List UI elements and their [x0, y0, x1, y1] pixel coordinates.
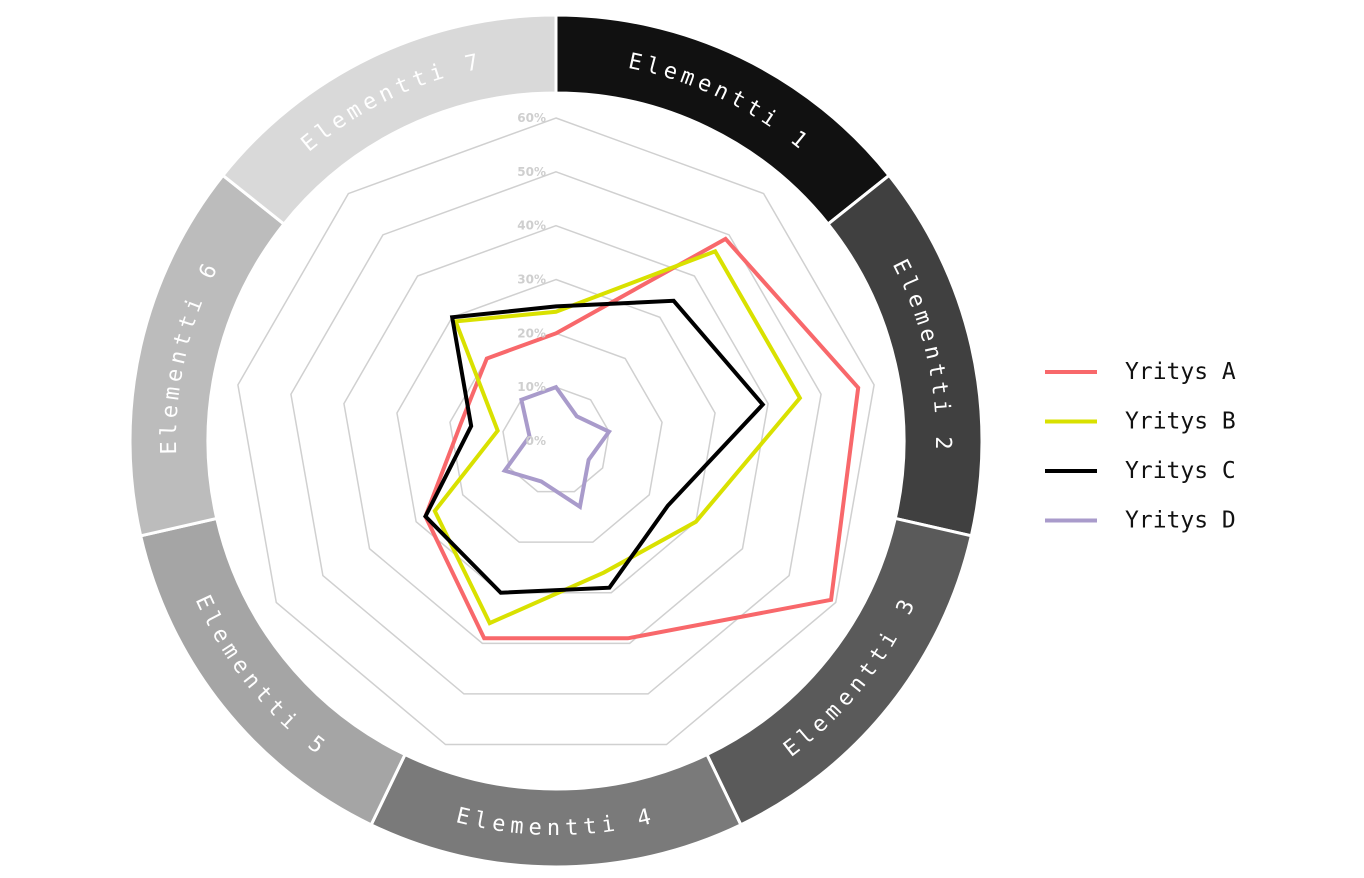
ring-segment	[369, 752, 743, 869]
grid-ring	[396, 278, 716, 594]
grid-ring	[237, 117, 875, 746]
series-line	[432, 248, 803, 626]
legend: Yritys A Yritys B Yritys C Yritys D	[1045, 359, 1236, 534]
tick-label: 20%	[517, 326, 546, 340]
grid-ring	[290, 171, 822, 695]
legend-label: Yritys B	[1125, 409, 1236, 435]
tick-label: 60%	[517, 111, 546, 125]
tick-label: 30%	[517, 273, 546, 287]
tick-label: 50%	[517, 165, 546, 179]
series-lines	[423, 236, 861, 641]
tick-labels: 0% 10% 20% 30% 40% 50% 60%	[517, 111, 546, 448]
tick-label: 10%	[517, 380, 546, 394]
grid-ring	[449, 332, 663, 543]
legend-label: Yritys D	[1125, 508, 1236, 534]
ring-segment	[704, 516, 974, 827]
ring-segment	[138, 516, 408, 827]
grid-ring	[343, 224, 769, 645]
ring-segment	[554, 13, 892, 227]
legend-label: Yritys C	[1125, 458, 1236, 484]
series-line	[501, 384, 613, 511]
ring-segment	[220, 13, 558, 227]
ring-segment	[825, 173, 984, 538]
ring-segment	[128, 173, 287, 538]
legend-label: Yritys A	[1125, 359, 1236, 385]
tick-label: 40%	[517, 219, 546, 233]
grid	[237, 117, 875, 746]
series-line	[423, 236, 861, 641]
tick-label: 0%	[526, 434, 546, 448]
series-line	[423, 298, 766, 595]
